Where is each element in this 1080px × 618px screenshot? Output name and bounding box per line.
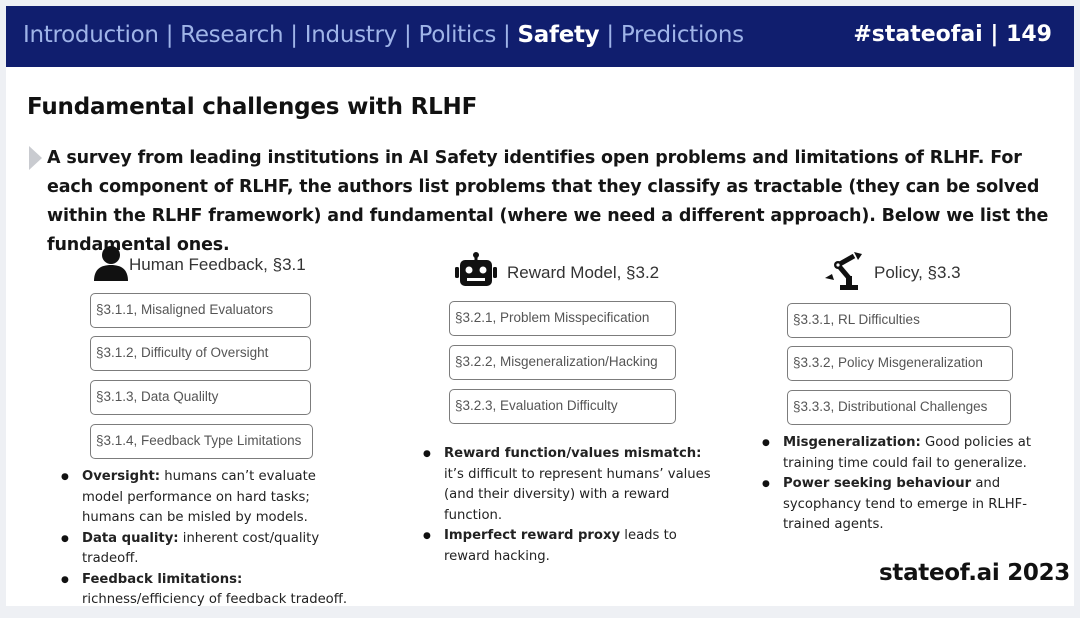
- problem-box: §3.3.1, RL Difficulties: [787, 303, 1011, 338]
- nav-separator: |: [404, 22, 419, 48]
- problem-box: §3.3.2, Policy Misgeneralization: [787, 346, 1013, 381]
- footer-brand: stateof.ai 2023: [879, 560, 1071, 586]
- column-heading-reward-model: Reward Model, §3.2: [507, 263, 660, 282]
- problem-box: §3.1.3, Data Qualilty: [90, 380, 311, 415]
- tab-predictions[interactable]: Predictions: [620, 22, 744, 48]
- problem-box: §3.1.1, Misaligned Evaluators: [90, 293, 311, 328]
- person-icon: [94, 246, 128, 281]
- nav-separator: |: [165, 22, 181, 48]
- bullet-list-policy: Misgeneralization: Good policies at trai…: [762, 433, 1052, 536]
- list-item: Misgeneralization: Good policies at trai…: [762, 433, 1052, 474]
- list-item: Reward function/values mismatch: it’s di…: [423, 444, 718, 526]
- robot-arm-icon: [825, 252, 862, 290]
- nav-separator: |: [606, 22, 621, 48]
- problem-box: §3.3.3, Distributional Challenges: [787, 390, 1011, 425]
- hashtag-page-number: #stateofai | 149: [853, 22, 1052, 47]
- slide: Introduction | Research | Industry | Pol…: [6, 6, 1074, 606]
- column-heading-human-feedback: Human Feedback, §3.1: [129, 255, 306, 274]
- list-item: Oversight: humans can’t evaluate model p…: [61, 467, 361, 529]
- section-nav-bar: Introduction | Research | Industry | Pol…: [6, 6, 1074, 67]
- tab-politics[interactable]: Politics: [418, 22, 497, 48]
- nav-separator: |: [503, 22, 518, 48]
- list-item: Imperfect reward proxy leads to reward h…: [423, 526, 718, 567]
- tab-introduction[interactable]: Introduction: [23, 22, 159, 48]
- tab-safety[interactable]: Safety: [517, 22, 600, 48]
- list-item: Data quality: inherent cost/quality trad…: [61, 529, 361, 570]
- problem-box: §3.1.2, Difficulty of Oversight: [90, 336, 311, 371]
- bullet-arrow-icon: [29, 146, 42, 170]
- tab-research[interactable]: Research: [180, 22, 284, 48]
- page-title: Fundamental challenges with RLHF: [27, 94, 478, 120]
- tab-industry[interactable]: Industry: [304, 22, 398, 48]
- list-item: Feedback limitations: richness/efficienc…: [61, 570, 361, 607]
- problem-box: §3.2.3, Evaluation Difficulty: [449, 389, 676, 424]
- problem-box: §3.2.1, Problem Misspecification: [449, 301, 676, 336]
- problem-box: §3.1.4, Feedback Type Limitations: [90, 424, 313, 459]
- robot-icon: [455, 252, 497, 286]
- list-item: Power seeking behaviour and sycophancy t…: [762, 474, 1052, 536]
- problem-box: §3.2.2, Misgeneralization/Hacking: [449, 345, 676, 380]
- bullet-list-human-feedback: Oversight: humans can’t evaluate model p…: [61, 467, 361, 606]
- nav-separator: |: [290, 22, 305, 48]
- bullet-list-reward-model: Reward function/values mismatch: it’s di…: [423, 444, 718, 567]
- section-tabs: Introduction | Research | Industry | Pol…: [23, 22, 744, 48]
- intro-paragraph: A survey from leading institutions in AI…: [47, 148, 1049, 255]
- column-heading-policy: Policy, §3.3: [874, 263, 961, 282]
